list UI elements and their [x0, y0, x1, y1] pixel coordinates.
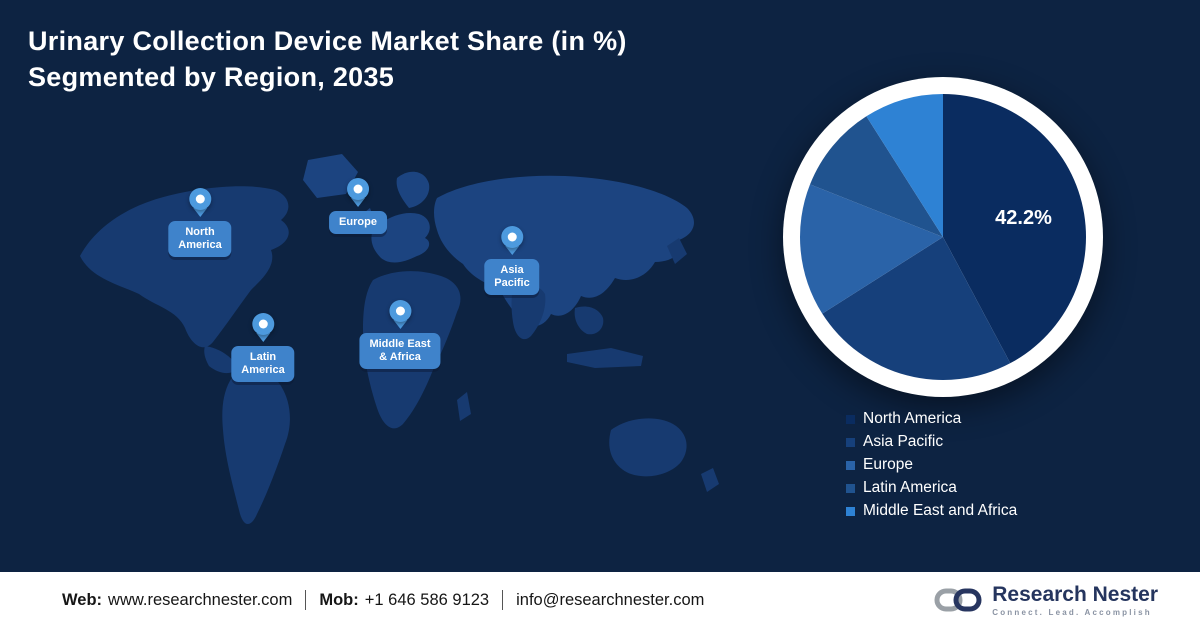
pie-slice-1 [822, 237, 1011, 381]
map-pin-icon [188, 188, 211, 210]
map-region-greenland [303, 154, 358, 198]
map-pin-tail-icon [505, 246, 519, 255]
world-map-illustration [80, 154, 719, 525]
map-pin-asia-pacific: Asia Pacific [484, 226, 540, 295]
map-region-japan [667, 238, 687, 264]
map-pin-icon [501, 226, 523, 248]
map-region-madagascar [457, 392, 471, 421]
phone-number: +1 646 586 9123 [364, 590, 490, 609]
divider [305, 590, 307, 610]
legend-label: Asia Pacific [863, 433, 944, 450]
pie-slice-value-label: 42.2% [995, 207, 1052, 229]
pie-slice-4 [866, 94, 943, 237]
map-pin-icon [347, 178, 369, 200]
map-region-scandinavia [396, 171, 430, 208]
map-label-north-america: North America [168, 221, 232, 257]
brand-text: Research Nester Connect. Lead. Accomplis… [992, 584, 1158, 617]
legend-label: North America [863, 410, 962, 427]
legend-item-europe: Europe [846, 456, 1017, 474]
research-nester-logo-icon [934, 588, 982, 612]
legend-swatch-icon [846, 460, 855, 470]
email-address: info@researchnester.com [516, 590, 705, 609]
pie-slice-3 [810, 116, 943, 237]
map-pin-tail-icon [255, 333, 270, 342]
legend-item-middle-east-africa: Middle East and Africa [846, 502, 1017, 520]
legend-label: Europe [863, 456, 913, 473]
map-region-australia [609, 418, 687, 477]
pie-legend: North America Asia Pacific Europe Latin … [846, 410, 1017, 520]
map-label-europe: Europe [329, 211, 387, 234]
legend-label: Latin America [863, 479, 957, 496]
legend-swatch-icon [846, 414, 855, 424]
website-url: www.researchnester.com [108, 590, 293, 609]
map-pin-europe: Europe [329, 178, 387, 234]
legend-item-latin-america: Latin America [846, 479, 1017, 497]
map-label-latin-america: Latin America [231, 346, 295, 382]
legend-swatch-icon [846, 483, 855, 493]
map-region-indonesia [567, 348, 643, 368]
map-pin-north-america: North America [168, 188, 232, 257]
page-title: Urinary Collection Device Market Share (… [28, 24, 627, 96]
map-pin-icon [251, 313, 274, 335]
pie-slice-2 [799, 184, 943, 314]
legend-label: Middle East and Africa [863, 502, 1018, 519]
map-pin-latin-america: Latin America [231, 313, 295, 382]
map-region-south-america [222, 370, 290, 525]
map-pin-tail-icon [393, 320, 407, 329]
map-pin-tail-icon [192, 208, 207, 217]
legend-swatch-icon [846, 506, 855, 516]
map-region-new-zealand [701, 468, 719, 492]
legend-item-north-america: North America [846, 410, 1017, 428]
legend-swatch-icon [846, 437, 855, 447]
map-label-middle-east-africa: Middle East & Africa [359, 333, 441, 369]
pie-slices [799, 94, 1087, 381]
pie-chart-svg: 42.2% [783, 77, 1103, 397]
pie-slice-0 [943, 94, 1087, 364]
pie-data-labels: 42.2% [995, 207, 1052, 229]
map-region-asia [434, 175, 694, 327]
page-title-line1: Urinary Collection Device Market Share (… [28, 26, 627, 56]
map-pin-tail-icon [351, 198, 365, 207]
web-label: Web: [62, 590, 103, 609]
footer-contact: Web: www.researchnester.com Mob: +1 646 … [62, 590, 704, 610]
page-title-line2: Segmented by Region, 2035 [28, 61, 395, 92]
brand-logo: Research Nester Connect. Lead. Accomplis… [933, 583, 1158, 617]
map-region-india [511, 284, 546, 340]
map-pin-icon [389, 300, 411, 322]
map-region-north-america [80, 186, 289, 348]
map-pin-middle-east-africa: Middle East & Africa [359, 300, 441, 369]
footer-bar: Web: www.researchnester.com Mob: +1 646 … [0, 572, 1200, 628]
legend-item-asia-pacific: Asia Pacific [846, 433, 1017, 451]
world-map: North America Europe Asia Pacific Latin … [55, 138, 735, 538]
brand-name: Research Nester [992, 582, 1158, 606]
divider [502, 590, 504, 610]
map-label-asia-pacific: Asia Pacific [484, 259, 540, 295]
map-region-central-america [204, 346, 239, 374]
pie-chart: 42.2% [770, 64, 1116, 410]
mob-label: Mob: [319, 590, 359, 609]
brand-tagline: Connect. Lead. Accomplish [992, 607, 1152, 617]
map-region-se-asia [574, 306, 604, 335]
